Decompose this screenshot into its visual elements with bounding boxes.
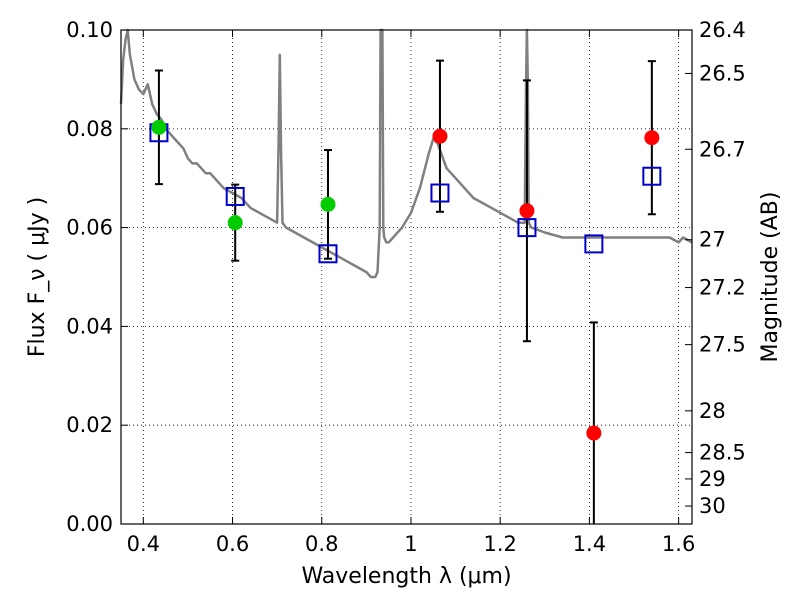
x-tick-label: 1.2 bbox=[483, 532, 516, 556]
y-tick-label: 0.06 bbox=[66, 216, 113, 240]
model-square-marker bbox=[584, 234, 604, 254]
x-tick-label: 0.6 bbox=[216, 532, 249, 556]
model-square-marker bbox=[225, 186, 245, 206]
right-tick-label: 30 bbox=[699, 494, 726, 518]
y-axis-label-right: Magnitude (AB) bbox=[758, 192, 783, 363]
x-tick-label: 0.8 bbox=[305, 532, 338, 556]
model-square-marker bbox=[318, 244, 338, 264]
y-tick-label: 0.04 bbox=[66, 314, 113, 338]
right-tick-label: 27.5 bbox=[699, 333, 746, 357]
data-point-marker bbox=[586, 425, 602, 441]
x-tick-label: 1.6 bbox=[662, 532, 695, 556]
data-point-marker bbox=[320, 196, 336, 212]
plot-frame bbox=[120, 29, 693, 525]
data-point-marker bbox=[151, 119, 167, 135]
spectrum-layer bbox=[119, 28, 693, 279]
model-square-marker bbox=[430, 183, 450, 203]
right-tick-label: 27 bbox=[699, 228, 726, 252]
x-tick-label: 0.4 bbox=[127, 532, 160, 556]
right-tick-label: 29 bbox=[699, 467, 726, 491]
data-point-marker bbox=[227, 215, 243, 231]
ticks-layer: 0.4 0.6 0.8 1 1.2 1.4 1.6 0.00 0.02 0.04 0.06 0.08 0… bbox=[66, 18, 746, 556]
right-tick-label: 28.5 bbox=[699, 441, 746, 465]
data-point-marker bbox=[432, 128, 448, 144]
y-tick-label: 0.10 bbox=[66, 18, 113, 42]
y-tick-label: 0.08 bbox=[66, 117, 113, 141]
y-axis-label: Flux F_ν ( μJy ) bbox=[25, 197, 50, 357]
x-tick-label: 1.4 bbox=[573, 532, 606, 556]
points-layer bbox=[149, 119, 662, 441]
errorbar-layer bbox=[154, 59, 656, 524]
model-square-marker bbox=[642, 166, 662, 186]
right-tick-label: 26.4 bbox=[699, 18, 746, 42]
right-tick-label: 26.7 bbox=[699, 137, 746, 161]
y-tick-label: 0.02 bbox=[66, 413, 113, 437]
data-point-marker bbox=[644, 130, 660, 146]
grid-layer bbox=[121, 30, 692, 524]
x-tick-label: 1 bbox=[404, 532, 417, 556]
x-axis-label: Wavelength λ (μm) bbox=[301, 564, 511, 589]
data-point-marker bbox=[519, 203, 535, 219]
right-tick-label: 28 bbox=[699, 399, 726, 423]
model-spectrum-line bbox=[119, 28, 693, 279]
right-tick-label: 26.5 bbox=[699, 61, 746, 85]
right-tick-label: 27.2 bbox=[699, 276, 746, 300]
model-square-marker bbox=[517, 218, 537, 238]
y-tick-label: 0.00 bbox=[66, 512, 113, 536]
